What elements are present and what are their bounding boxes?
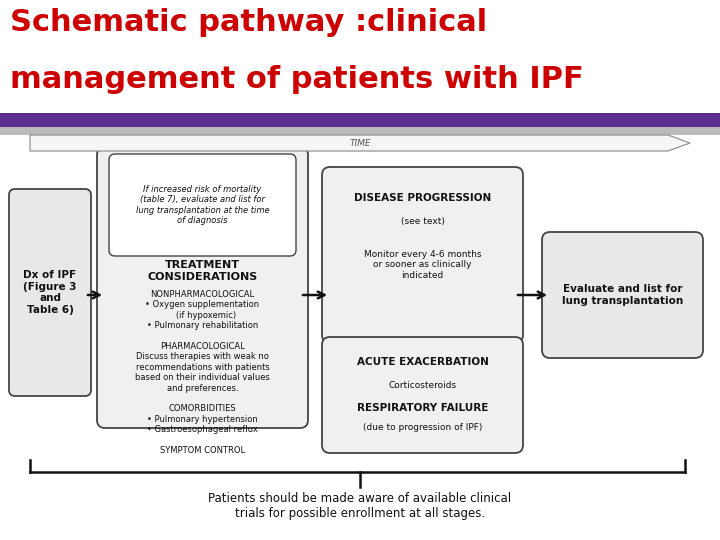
Text: Monitor every 4-6 months
or sooner as clinically
indicated: Monitor every 4-6 months or sooner as cl… (364, 250, 481, 280)
Polygon shape (30, 135, 690, 151)
Text: DISEASE PROGRESSION: DISEASE PROGRESSION (354, 193, 491, 203)
Text: If increased risk of mortality
(table 7), evaluate and list for
lung transplanta: If increased risk of mortality (table 7)… (135, 185, 269, 225)
FancyBboxPatch shape (322, 337, 523, 453)
FancyBboxPatch shape (322, 167, 523, 343)
Text: management of patients with IPF: management of patients with IPF (10, 65, 584, 94)
Text: Patients should be made aware of available clinical
trials for possible enrollme: Patients should be made aware of availab… (208, 492, 512, 520)
Text: (due to progression of IPF): (due to progression of IPF) (363, 423, 482, 432)
FancyBboxPatch shape (0, 127, 720, 135)
Text: Corticosteroids: Corticosteroids (388, 381, 456, 390)
Text: NONPHARMACOLOGICAL
• Oxygen supplementation
   (if hypoxemic)
• Pulmonary rehabi: NONPHARMACOLOGICAL • Oxygen supplementat… (135, 290, 270, 455)
Text: Evaluate and list for
lung transplantation: Evaluate and list for lung transplantati… (562, 284, 683, 306)
FancyBboxPatch shape (109, 154, 296, 256)
Text: TREATMENT
CONSIDERATIONS: TREATMENT CONSIDERATIONS (148, 260, 258, 281)
Text: (see text): (see text) (400, 217, 444, 226)
Text: TIME: TIME (349, 138, 371, 147)
Text: Schematic pathway :clinical: Schematic pathway :clinical (10, 8, 487, 37)
FancyBboxPatch shape (0, 0, 720, 120)
FancyBboxPatch shape (97, 147, 308, 428)
FancyBboxPatch shape (0, 113, 720, 127)
FancyBboxPatch shape (542, 232, 703, 358)
Text: RESPIRATORY FAILURE: RESPIRATORY FAILURE (357, 403, 488, 413)
FancyBboxPatch shape (9, 189, 91, 396)
Text: ACUTE EXACERBATION: ACUTE EXACERBATION (356, 357, 488, 367)
Text: Dx of IPF
(Figure 3
and
Table 6): Dx of IPF (Figure 3 and Table 6) (23, 270, 77, 315)
